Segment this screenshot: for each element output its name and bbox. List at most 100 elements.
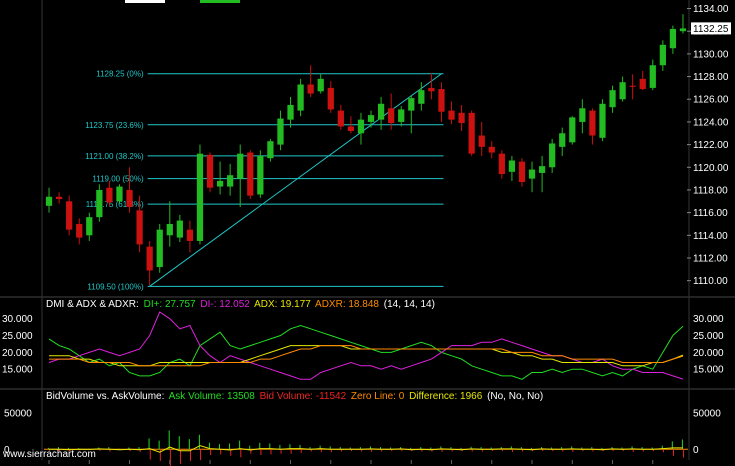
fib-level-label: 1121.00 (38.2%): [85, 152, 144, 161]
candle: [267, 138, 274, 162]
fib-level-label: 1119.00 (50%): [92, 175, 144, 184]
candle: [206, 152, 214, 193]
candle: [66, 195, 73, 236]
volume-zero-label: Zero Line: 0: [350, 391, 405, 402]
candle-body: [176, 220, 183, 238]
candle-body: [639, 78, 646, 90]
price-tick-label: 1116.00: [693, 208, 728, 219]
candle: [408, 95, 415, 134]
volume-ask-label: Ask Volume: 13508: [168, 391, 255, 402]
dmi-panel-title: DMI & ADX & ADXR: DI+: 27.757 DI-: 12.05…: [46, 299, 437, 310]
candle-body: [126, 189, 133, 207]
candle: [388, 93, 395, 130]
dmi-tick-label-right: 15.000: [693, 365, 724, 376]
candle: [549, 138, 556, 173]
dmi-di-plus-label: DI+: 27.757: [143, 299, 196, 310]
candle-body: [679, 28, 687, 32]
candle: [508, 155, 516, 181]
candle: [559, 127, 566, 156]
candle: [317, 74, 324, 94]
price-tick-label: 1134.00: [693, 4, 729, 15]
dmi-tick-label-left: 20.000: [2, 348, 33, 359]
candle: [428, 73, 435, 100]
dmi-adx-label: ADX: 19.177: [254, 299, 311, 310]
candle: [277, 110, 284, 151]
candle-body: [287, 104, 294, 120]
candle-body: [166, 223, 173, 236]
candle-body: [559, 133, 566, 147]
candle: [538, 155, 546, 193]
candle: [287, 96, 294, 128]
candle: [86, 212, 93, 241]
candle: [498, 150, 505, 179]
candle-body: [216, 180, 224, 187]
candle-body: [418, 90, 425, 104]
candle: [166, 201, 173, 247]
candle-body: [599, 103, 606, 138]
candle-body: [398, 109, 405, 122]
candle-body: [307, 84, 314, 94]
price-tick-label: 1124.00: [693, 117, 729, 128]
candle: [478, 121, 485, 156]
candle-body: [549, 143, 556, 168]
candle: [679, 14, 687, 34]
volume-tick-label-left: 0: [4, 445, 10, 456]
price-tick-label: 1126.00: [693, 95, 729, 106]
candle-body: [116, 186, 123, 202]
price-tick-label: 1122.00: [693, 140, 729, 151]
volume-difference-line: [49, 445, 683, 453]
candle: [599, 99, 606, 142]
candle: [227, 163, 234, 196]
candle: [418, 82, 425, 111]
candle-body: [367, 115, 375, 122]
candle-body: [196, 153, 204, 241]
candle-body: [327, 87, 334, 110]
candle-body: [156, 229, 163, 268]
candle: [468, 110, 475, 156]
dmi-adxr-label: ADXR: 18.848: [315, 299, 379, 310]
candle: [106, 180, 113, 207]
candle: [216, 161, 224, 195]
volume-params-label: (No, No, No): [487, 391, 544, 402]
candle-body: [508, 160, 516, 172]
candle: [589, 108, 596, 145]
candle: [649, 59, 656, 91]
fib-level-label: 1109.50 (100%): [87, 282, 144, 291]
candle: [488, 141, 495, 159]
candle: [337, 104, 344, 130]
candle-body: [357, 119, 365, 134]
dmi-tick-label-left: 25.000: [2, 331, 33, 342]
dmi-series-di-: [48, 324, 684, 380]
dmi-params-label: (14, 14, 14): [383, 299, 435, 310]
candle-body: [528, 169, 536, 179]
candle-body: [257, 155, 264, 195]
candle-body: [458, 112, 465, 124]
candle-body: [438, 89, 445, 112]
candle: [347, 116, 355, 134]
candle-body: [589, 110, 596, 136]
volume-tick-label-right: 0: [693, 445, 699, 456]
candle: [579, 99, 586, 134]
watermark: www.sierrachart.com: [3, 449, 96, 460]
dmi-di-minus-label: DI-: 12.052: [200, 299, 250, 310]
dmi-title-prefix: DMI & ADX & ADXR:: [46, 299, 139, 310]
candle-body: [609, 90, 616, 108]
toolbar-green-strip: [200, 0, 240, 3]
candle-body: [408, 98, 415, 111]
candle: [609, 85, 616, 113]
candle: [569, 116, 576, 145]
candle-body: [146, 246, 153, 271]
candle-body: [237, 153, 244, 179]
candle-body: [538, 166, 546, 173]
fib-level-label: 1128.25 (0%): [96, 70, 144, 79]
candle: [367, 110, 375, 128]
candle-body: [45, 196, 53, 206]
candle: [247, 150, 254, 200]
fib-level-label: 1123.75 (23.6%): [85, 121, 144, 130]
candle-body: [488, 146, 495, 153]
candle-body: [468, 112, 475, 154]
dmi-series-di-: [48, 311, 684, 380]
candle: [307, 65, 314, 97]
candle: [528, 161, 536, 193]
